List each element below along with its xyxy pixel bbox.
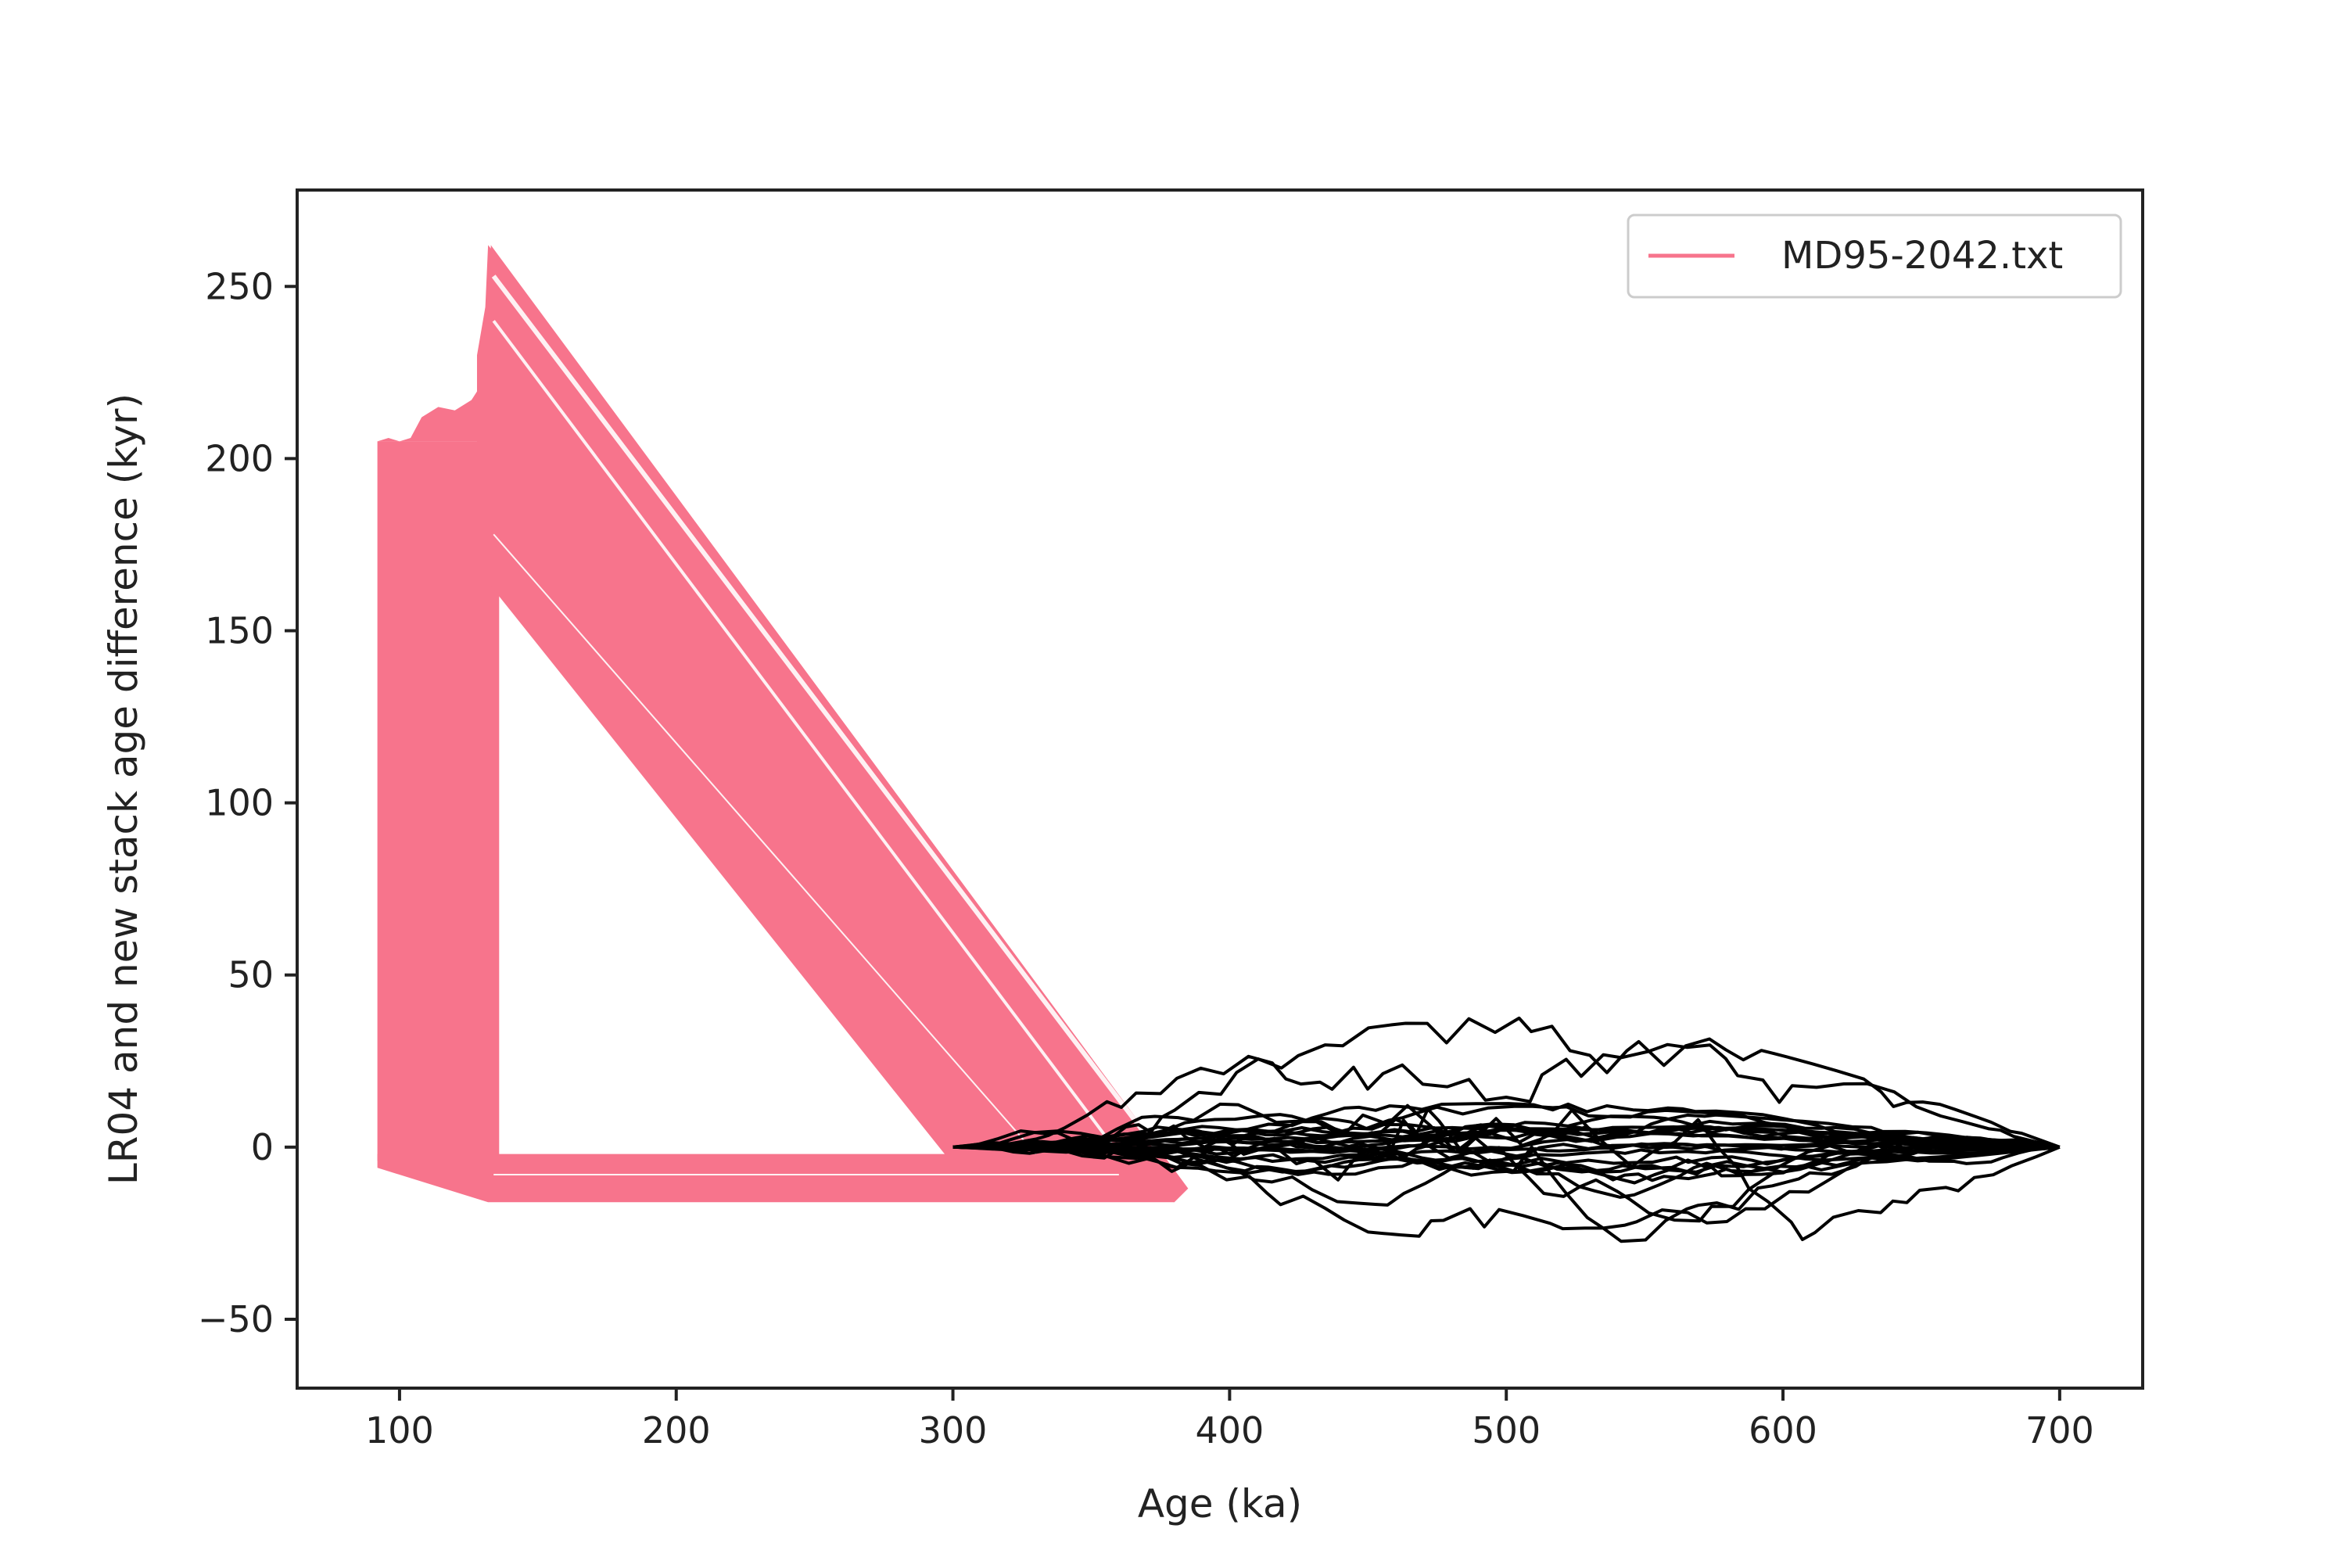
pink-bottom-band <box>377 1154 1189 1203</box>
pink-gap-0 <box>491 274 1163 1156</box>
pink-diagonal-band <box>490 245 1189 1203</box>
x-tick-label: 400 <box>1195 1409 1264 1451</box>
legend: MD95-2042.txt <box>1627 213 2122 299</box>
y-axis-label: LR04 and new stack age difference (kyr) <box>101 393 146 1185</box>
x-tick-label: 300 <box>919 1409 988 1451</box>
ensemble-line <box>952 1104 2061 1149</box>
x-tick-label: 500 <box>1472 1409 1541 1451</box>
y-axis: −50 0 50 100 150 200 250 <box>198 265 297 1340</box>
x-tick-label: 700 <box>2025 1409 2094 1451</box>
y-tick-label: 150 <box>205 609 274 651</box>
pink-gap-2 <box>493 533 1037 1155</box>
y-tick-label: 0 <box>251 1126 274 1168</box>
ensemble-line <box>952 1145 2060 1176</box>
legend-label-md95: MD95-2042.txt <box>1781 234 2063 278</box>
ensemble-line <box>952 1016 2061 1160</box>
x-axis: 100 200 300 400 500 600 700 <box>365 1388 2094 1451</box>
ensemble-line <box>952 1042 2061 1149</box>
pink-left-steps <box>377 375 489 442</box>
y-tick-label: 250 <box>205 265 274 307</box>
y-tick-label: 100 <box>205 782 274 824</box>
ensemble-line <box>952 1114 2060 1151</box>
ensemble-line <box>952 1119 2060 1156</box>
pink-gap-1 <box>492 320 1121 1155</box>
y-tick-label: −50 <box>198 1298 274 1340</box>
pink-left-block <box>377 441 489 1161</box>
ensemble-line <box>952 1129 2060 1177</box>
black-series-layer <box>952 1016 2061 1243</box>
x-tick-label: 600 <box>1749 1409 1817 1451</box>
x-axis-label: Age (ka) <box>1138 1481 1302 1527</box>
legend-box <box>1627 213 2122 299</box>
x-tick-label: 100 <box>365 1409 434 1451</box>
x-tick-label: 200 <box>642 1409 711 1451</box>
y-tick-label: 200 <box>205 437 274 479</box>
pink-series-layer <box>377 245 1189 1203</box>
y-tick-label: 50 <box>228 954 274 996</box>
plot-frame <box>296 188 2144 1390</box>
